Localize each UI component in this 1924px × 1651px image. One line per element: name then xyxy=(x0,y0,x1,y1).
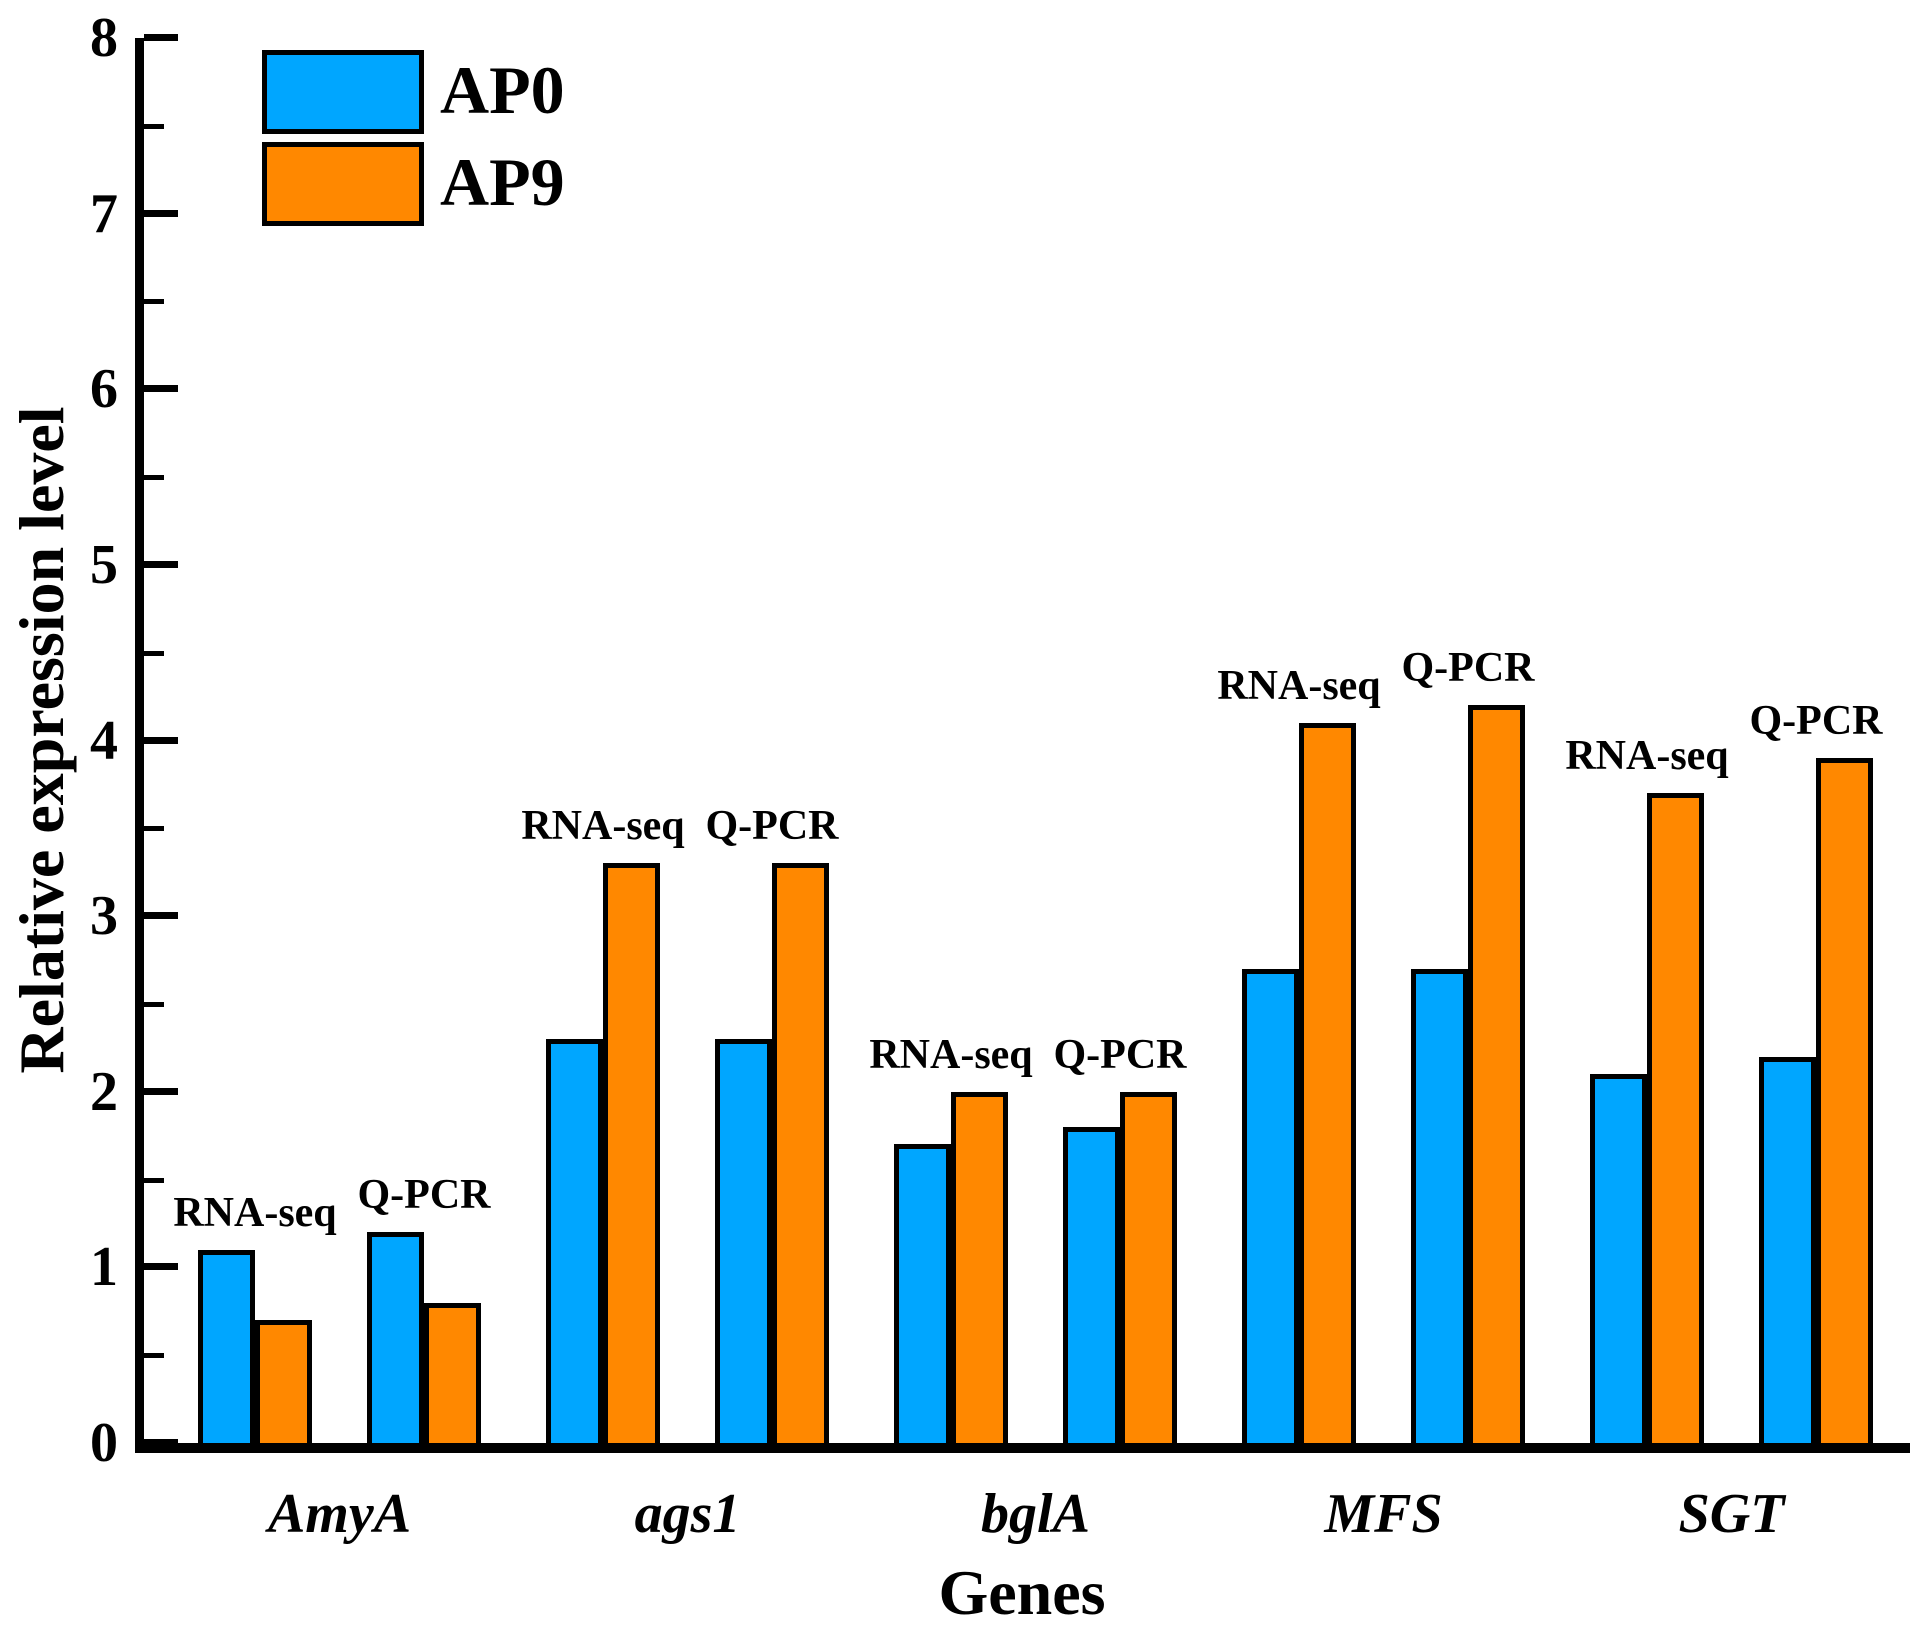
bar-AP0-SGT-RNA-seq xyxy=(1590,1074,1647,1443)
y-tick-label: 1 xyxy=(90,1236,118,1299)
y-major-tick xyxy=(144,560,178,568)
y-major-tick xyxy=(144,34,178,41)
pair-method-label: Q-PCR xyxy=(1749,698,1883,745)
y-minor-tick xyxy=(144,1353,164,1359)
y-minor-tick xyxy=(144,826,164,832)
bar-AP0-ags1-RNA-seq xyxy=(546,1039,603,1443)
x-category-label-bglA: bglA xyxy=(981,1483,1090,1545)
y-major-tick xyxy=(144,209,178,217)
x-category-label-AmyA: AmyA xyxy=(267,1483,412,1545)
bar-AP9-MFS-RNA-seq xyxy=(1299,722,1356,1443)
y-major-tick xyxy=(144,1087,178,1095)
y-minor-tick xyxy=(144,1177,164,1183)
bar-AP0-ags1-Q-PCR xyxy=(715,1039,772,1443)
legend-label-ap0: AP0 xyxy=(440,52,565,128)
bar-AP9-ags1-RNA-seq xyxy=(603,863,660,1443)
y-tick-label: 0 xyxy=(90,1412,118,1474)
bar-AP0-AmyA-RNA-seq xyxy=(198,1249,255,1443)
bar-AP0-MFS-Q-PCR xyxy=(1411,968,1468,1443)
x-axis-title: Genes xyxy=(938,1557,1106,1628)
pair-method-label: RNA-seq xyxy=(869,1031,1033,1078)
y-tick-label: 7 xyxy=(90,182,118,245)
pair-method-label: RNA-seq xyxy=(1565,733,1729,780)
y-minor-tick xyxy=(144,299,164,305)
bar-AP9-SGT-RNA-seq xyxy=(1647,793,1704,1443)
pair-method-label: Q-PCR xyxy=(705,803,839,850)
x-axis-line xyxy=(135,1443,1910,1453)
bar-AP9-SGT-Q-PCR xyxy=(1816,758,1873,1443)
pair-method-label: Q-PCR xyxy=(1401,645,1535,692)
legend-swatch-ap9 xyxy=(262,142,424,226)
y-minor-tick xyxy=(144,650,164,656)
plot-area: RNA-seq Q-PCR RNA-seq Q-PCR RNA-seq Q-PCR RNA-… xyxy=(144,34,1914,1446)
y-tick-label: 3 xyxy=(90,885,118,948)
bar-AP0-bglA-RNA-seq xyxy=(894,1144,951,1443)
y-tick-label: 5 xyxy=(90,533,118,596)
y-tick-label: 8 xyxy=(90,7,118,69)
bar-AP9-AmyA-Q-PCR xyxy=(424,1302,481,1443)
y-axis-line xyxy=(135,38,144,1453)
bar-AP9-bglA-RNA-seq xyxy=(951,1091,1008,1443)
y-tick-label: 6 xyxy=(90,358,118,421)
pair-method-label: Q-PCR xyxy=(357,1172,491,1219)
bar-AP9-MFS-Q-PCR xyxy=(1468,705,1525,1443)
pair-method-label: RNA-seq xyxy=(521,803,685,850)
y-major-tick xyxy=(144,385,178,393)
y-major-tick xyxy=(144,736,178,744)
legend-label-ap9: AP9 xyxy=(440,144,565,220)
y-major-tick xyxy=(144,1263,178,1271)
bar-AP9-ags1-Q-PCR xyxy=(772,863,829,1443)
pair-method-label: RNA-seq xyxy=(1217,662,1381,709)
x-category-label-ags1: ags1 xyxy=(634,1483,741,1545)
pair-method-label: RNA-seq xyxy=(173,1189,337,1236)
y-major-tick xyxy=(144,1439,178,1446)
y-minor-tick xyxy=(144,475,164,481)
bar-AP0-AmyA-Q-PCR xyxy=(367,1232,424,1443)
y-minor-tick xyxy=(144,123,164,129)
bar-AP0-SGT-Q-PCR xyxy=(1759,1056,1816,1443)
bar-AP9-AmyA-RNA-seq xyxy=(255,1320,312,1443)
y-tick-label: 4 xyxy=(90,709,118,772)
x-category-label-MFS: MFS xyxy=(1324,1483,1443,1545)
y-minor-tick xyxy=(144,1001,164,1007)
legend-swatch-ap0 xyxy=(262,50,424,134)
x-category-label-SGT: SGT xyxy=(1678,1483,1785,1545)
bar-AP9-bglA-Q-PCR xyxy=(1120,1091,1177,1443)
pair-method-label: Q-PCR xyxy=(1053,1031,1187,1078)
bar-AP0-MFS-RNA-seq xyxy=(1242,968,1299,1443)
y-major-tick xyxy=(144,912,178,920)
y-tick-label: 2 xyxy=(90,1060,118,1123)
bar-AP0-bglA-Q-PCR xyxy=(1063,1126,1120,1443)
